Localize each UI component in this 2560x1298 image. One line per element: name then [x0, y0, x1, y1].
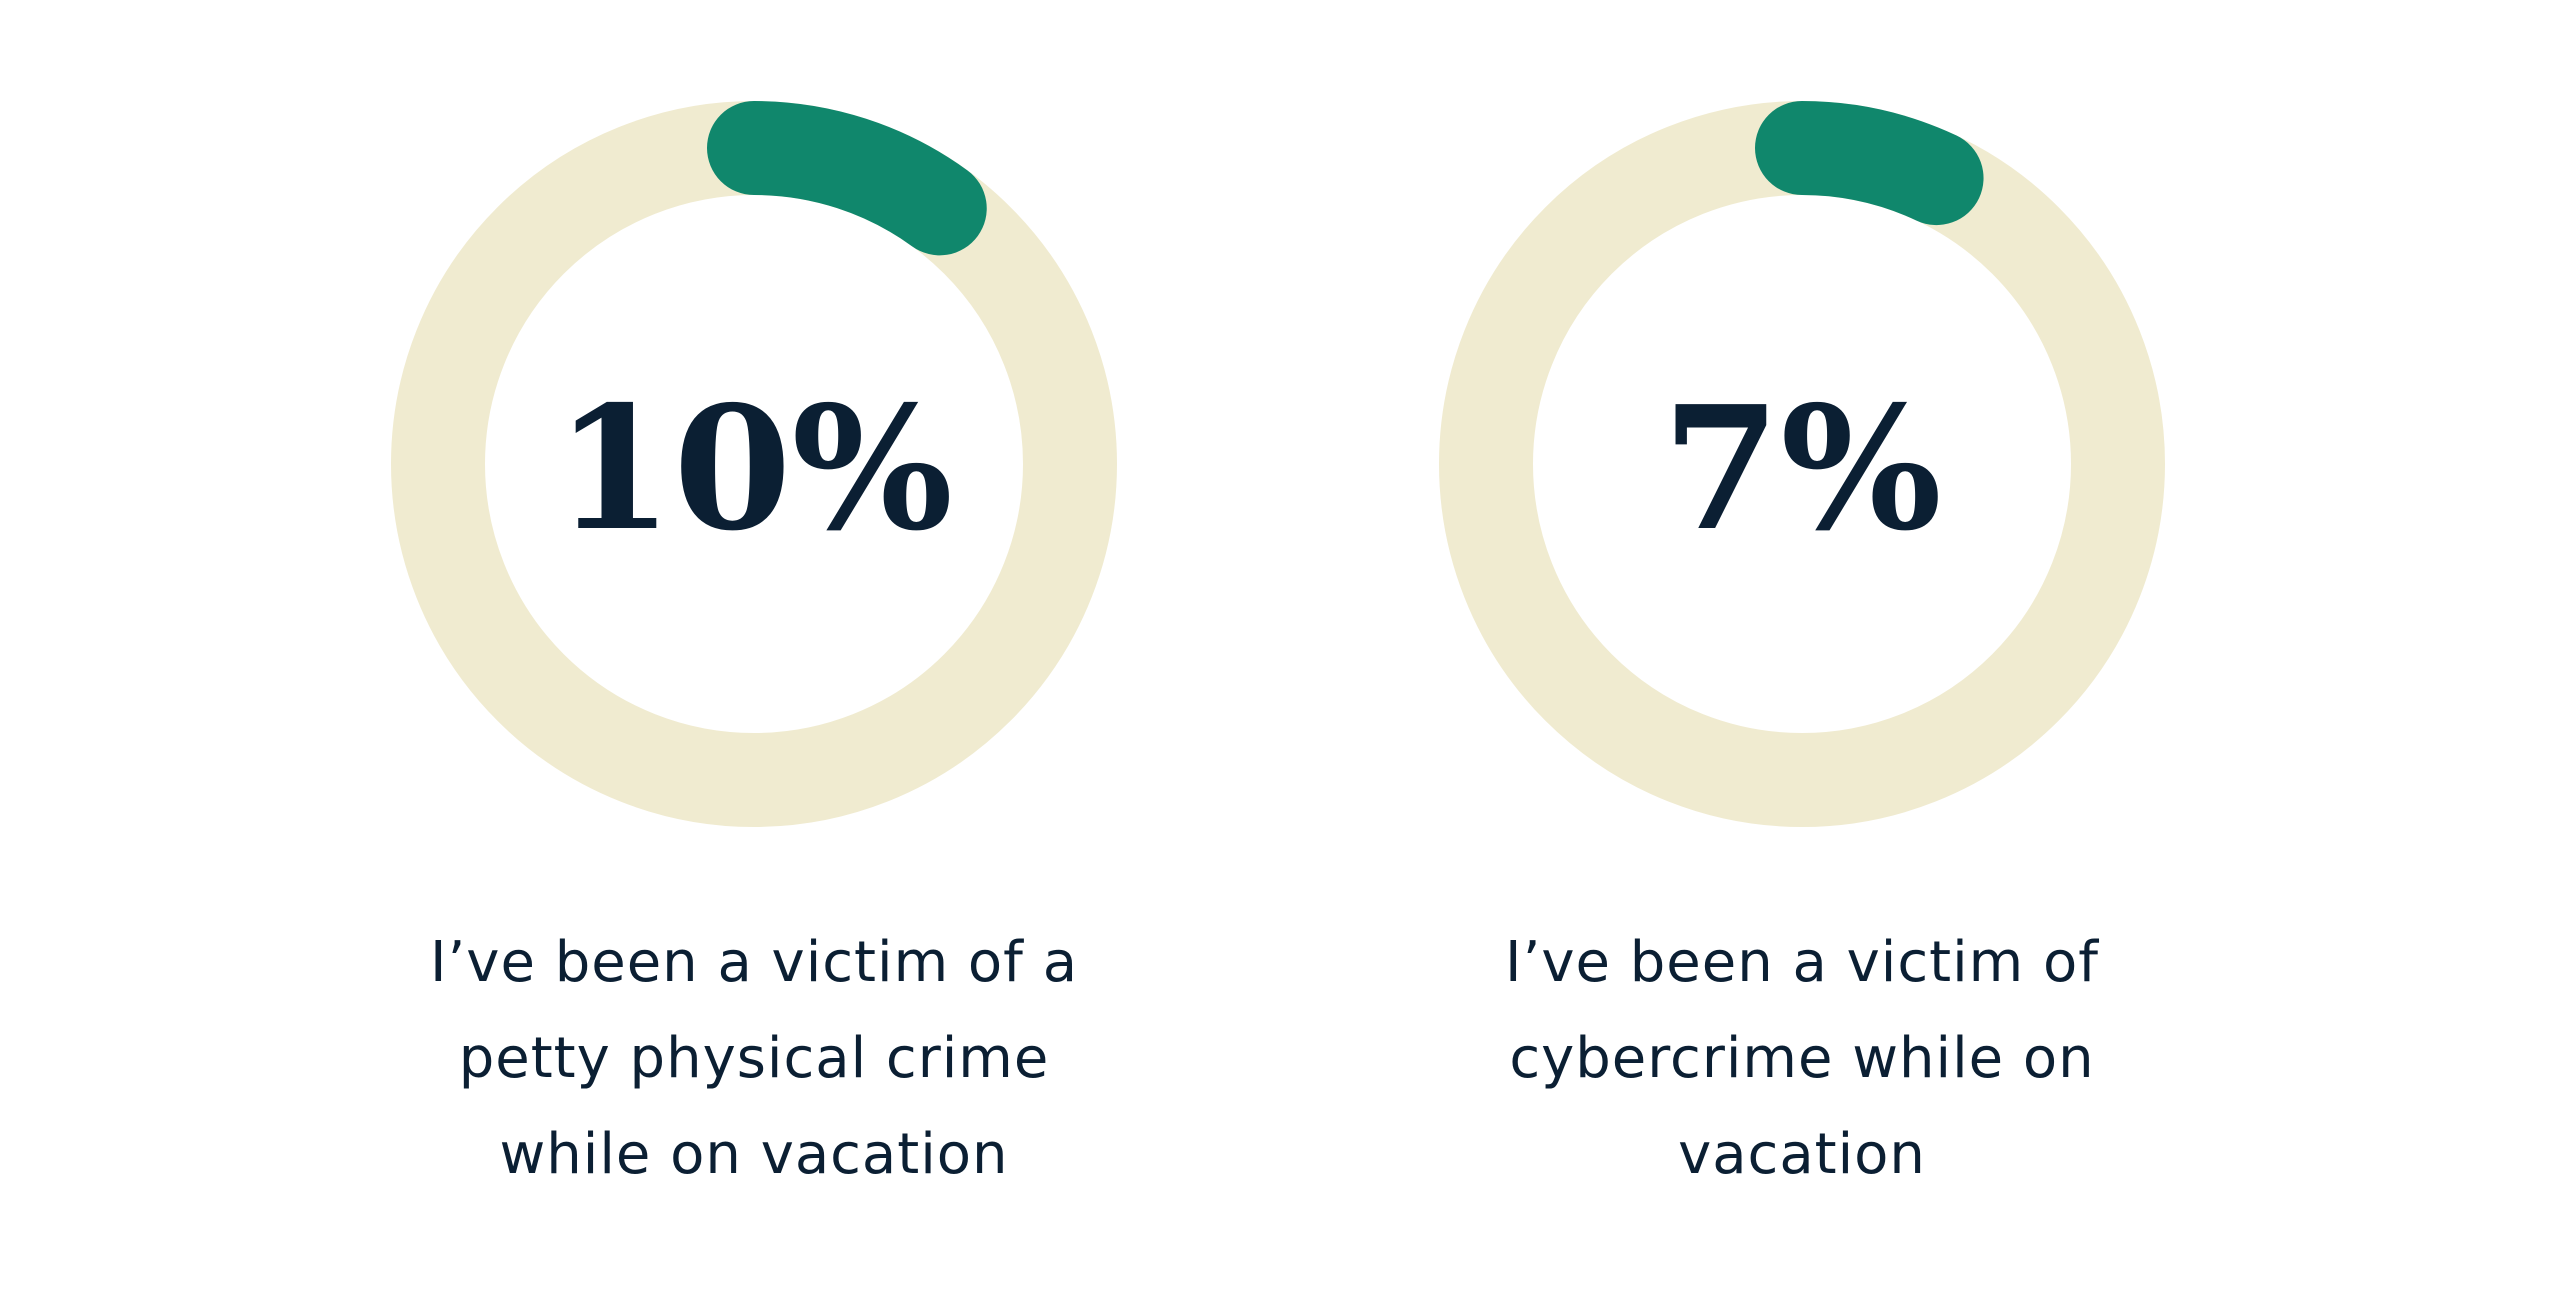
caption-0: I’ve been a victim of a petty physical c… — [429, 930, 1079, 1187]
donut-value-label-0: 10% — [555, 369, 953, 569]
donut-arc-1 — [1755, 101, 1984, 226]
donut-value-label-1: 7% — [1662, 369, 1942, 569]
donut-arc-0 — [707, 101, 987, 256]
caption-1: I’ve been a victim of cybercrime while o… — [1505, 930, 2099, 1187]
